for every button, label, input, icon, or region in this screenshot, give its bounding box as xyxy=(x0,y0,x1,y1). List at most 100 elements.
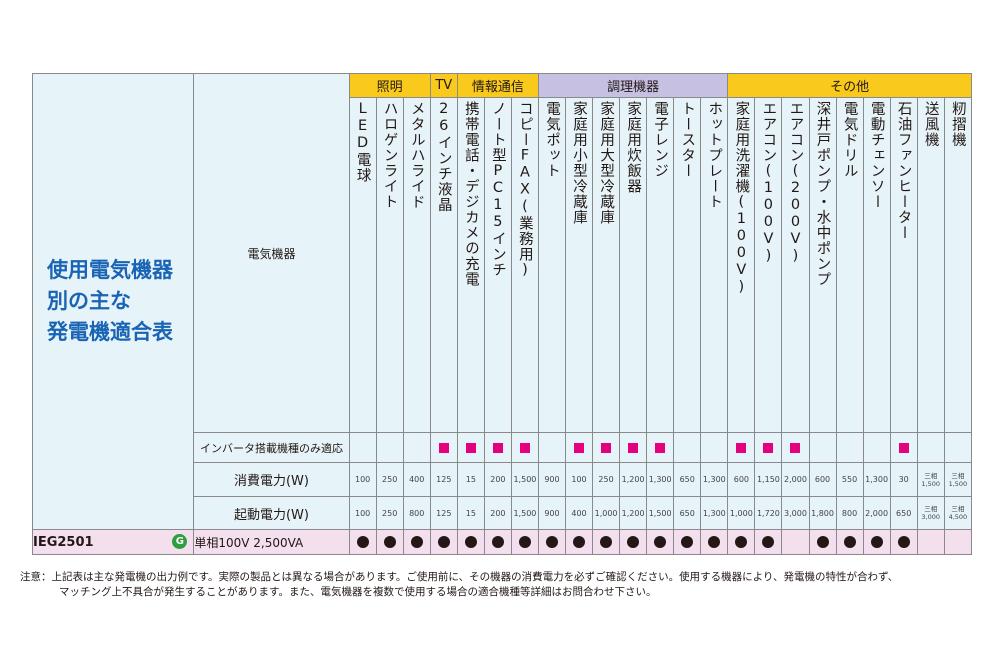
start-row-value: 1,720 xyxy=(756,508,780,518)
device-name: ノート型PC15インチ xyxy=(489,101,506,278)
start-row-value: 1,200 xyxy=(621,508,645,518)
inverter-cell xyxy=(646,432,675,463)
compatibility-table: 使用電気機器 別の主な 発電機適合表 電気機器 照明 TV 情報通信 調理機器 その他 LED電球… xyxy=(31,73,973,555)
fit-cell xyxy=(537,529,567,555)
category-header: TV xyxy=(429,73,458,98)
fit-dot-icon xyxy=(518,535,531,548)
start-row-label-cell: 起動電力(W) xyxy=(193,496,350,530)
power-row-value: 600 xyxy=(733,475,750,484)
device-name: ハロゲンライト xyxy=(381,101,398,210)
title-cell: 使用電気機器 別の主な 発電機適合表 xyxy=(31,73,195,530)
power-row-value-cell: 15 xyxy=(456,462,485,497)
device-name-cell: コピーFAX(業務用) xyxy=(510,97,539,433)
start-row-value-cell: 1,500 xyxy=(646,496,675,530)
start-row-value: 650 xyxy=(896,508,912,518)
power-row-value-cell: 600 xyxy=(727,462,756,497)
fit-dot-icon xyxy=(464,535,477,548)
model-spec: 単相100V 2,500VA xyxy=(194,535,304,550)
inverter-square-icon xyxy=(655,443,666,453)
power-row-value-cell: 1,300 xyxy=(646,462,675,497)
inverter-square-icon xyxy=(438,443,449,453)
start-row-value-cell: 100 xyxy=(348,496,377,530)
power-row-value-cell: 1,200 xyxy=(619,462,648,497)
fit-cell xyxy=(943,529,973,555)
fit-cell xyxy=(510,529,539,555)
power-row-value-cell: 2,000 xyxy=(781,462,810,497)
start-row-value: 三相 4,500 xyxy=(948,505,968,521)
start-row-value-cell: 1,500 xyxy=(510,496,539,530)
fit-cell xyxy=(916,529,945,555)
start-row-value-cell: 900 xyxy=(537,496,567,530)
power-row-value: 1,300 xyxy=(648,475,672,484)
power-row-value: 600 xyxy=(814,475,831,484)
model-row: IEG2501 G 単相100V 2,500VA xyxy=(31,529,973,555)
start-row-value-cell: 125 xyxy=(429,496,458,530)
power-row-label-cell: 消費電力(W) xyxy=(193,462,350,497)
fit-cell xyxy=(727,529,756,555)
start-row-value: 1,300 xyxy=(702,508,726,518)
start-row-value-cell: 250 xyxy=(375,496,404,530)
fit-dot-icon xyxy=(870,535,883,548)
device-name-cell: エアコン(200V) xyxy=(781,97,810,433)
start-row-value-cell: 三相 3,000 xyxy=(916,496,945,530)
fit-dot-icon xyxy=(735,535,748,548)
footnote-line-2: マッチング上不具合が発生することがあります。また、電気機器を複数で使用する場合の… xyxy=(59,586,657,598)
power-row-value-cell: 1,500 xyxy=(510,462,539,497)
start-row-value-cell: 1,200 xyxy=(619,496,648,530)
start-row-value: 3,000 xyxy=(784,508,807,518)
inverter-square-icon xyxy=(601,443,612,453)
power-row-value: 125 xyxy=(436,475,452,484)
device-name: エアコン(200V) xyxy=(787,101,804,265)
inverter-label: インバータ搭載機種のみ適応 xyxy=(199,441,343,455)
start-row-value: 200 xyxy=(490,508,506,518)
table-title-line: 使用電気機器 xyxy=(47,258,173,282)
fit-dot-icon xyxy=(843,535,856,548)
device-name-cell: 電動チェンソー xyxy=(862,97,891,433)
power-row-value-cell: 30 xyxy=(889,462,918,497)
power-row-value-cell: 250 xyxy=(375,462,404,497)
start-row-value-cell: 15 xyxy=(456,496,485,530)
power-row-value: 2,000 xyxy=(784,475,807,484)
power-row-value: 650 xyxy=(679,475,695,484)
fit-dot-icon xyxy=(545,535,558,548)
fit-dot-icon xyxy=(681,535,694,548)
category-header: 情報通信 xyxy=(456,73,539,98)
fit-dot-icon xyxy=(708,535,721,548)
power-row-value-cell: 400 xyxy=(402,462,431,497)
model-spec-cell: 単相100V 2,500VA xyxy=(193,529,350,555)
table-title: 使用電気機器 別の主な 発電機適合表 xyxy=(34,255,193,348)
device-name-cell: ハロゲンライト xyxy=(375,97,404,433)
inverter-square-icon xyxy=(465,443,476,453)
device-name: 深井戸ポンプ・水中ポンプ xyxy=(814,101,831,287)
start-row-value: 900 xyxy=(544,508,560,518)
inverter-cell xyxy=(835,432,864,463)
power-row-value: 1,150 xyxy=(756,475,780,484)
start-row-value-cell: 400 xyxy=(564,496,594,530)
fit-cell xyxy=(348,529,377,555)
table-title-line: 別の主な xyxy=(47,289,131,313)
power-row-value-cell: 三相 1,500 xyxy=(943,462,973,497)
start-row-value: 2,000 xyxy=(865,508,889,518)
start-row-value: 800 xyxy=(841,508,858,518)
inverter-cell xyxy=(592,432,621,463)
inverter-square-icon xyxy=(492,443,503,453)
fit-dot-icon xyxy=(654,535,667,548)
power-row-value: 200 xyxy=(490,475,506,484)
inverter-square-icon xyxy=(736,443,747,453)
power-row-label: 消費電力(W) xyxy=(233,474,309,489)
inverter-cell xyxy=(537,432,567,463)
device-name: 26インチ液晶 xyxy=(435,101,452,213)
footnote-line-1: 注意：上記表は主な発電機の出力例です。実際の製品とは異なる場合があります。ご使用… xyxy=(20,571,899,583)
inverter-cell xyxy=(781,432,810,463)
device-name: 家庭用炊飯器 xyxy=(625,101,642,194)
start-row-value-cell: 1,720 xyxy=(754,496,783,530)
start-row-value: 1,500 xyxy=(513,508,537,518)
fit-cell xyxy=(483,529,512,555)
model-name-cell: IEG2501 G xyxy=(31,529,195,555)
fit-cell xyxy=(754,529,783,555)
device-name-cell: 電気ポット xyxy=(537,97,567,433)
power-row-value-cell: 125 xyxy=(429,462,458,497)
inverter-cell xyxy=(916,432,945,463)
category-row: 使用電気機器 別の主な 発電機適合表 電気機器 照明 TV 情報通信 調理機器 その他 xyxy=(31,73,972,530)
fit-dot-icon xyxy=(573,535,586,548)
